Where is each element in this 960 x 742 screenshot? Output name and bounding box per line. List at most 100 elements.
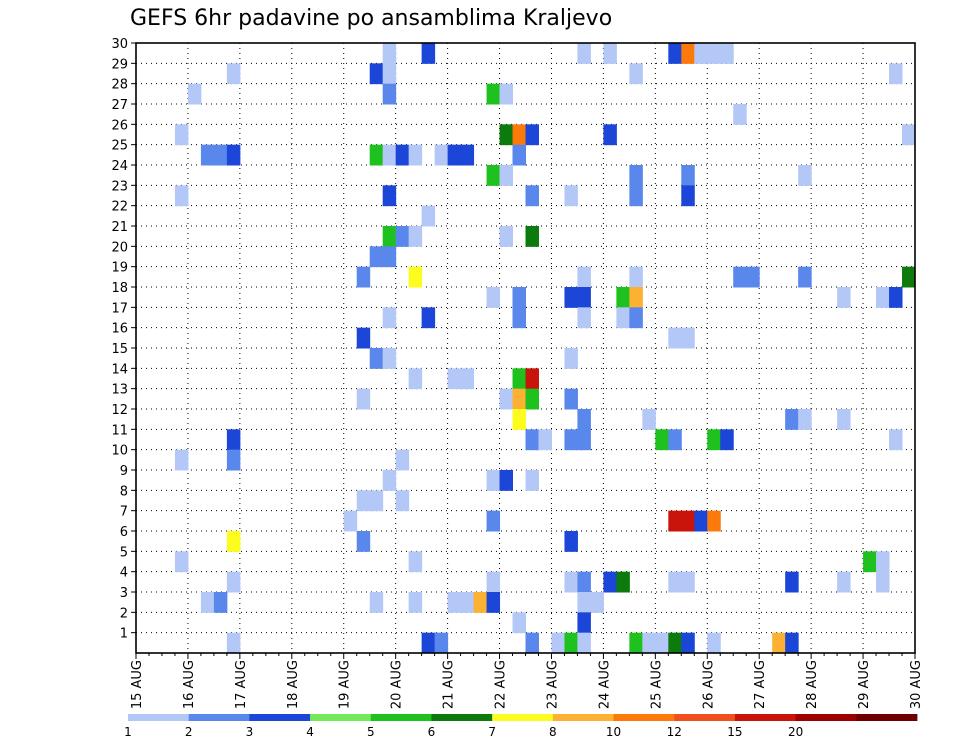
- heatmap-cell: [668, 571, 682, 593]
- heatmap-cell: [551, 632, 565, 654]
- heatmap-cell: [382, 246, 397, 268]
- heatmap-cell: [382, 226, 397, 247]
- y-tick-label: 20: [111, 240, 128, 255]
- heatmap-cell: [694, 510, 708, 532]
- heatmap-cell: [681, 632, 695, 654]
- heatmap-cell: [525, 226, 539, 247]
- heatmap-cell: [694, 43, 708, 64]
- colorbar-label: 1: [124, 725, 132, 739]
- heatmap-cell: [629, 266, 643, 288]
- x-axis-ticks: 15 AUG 16 AUG 17 AUG 18 AUG 19 AUG 20 AUG 21 A…: [130, 653, 924, 709]
- heatmap-cell: [226, 144, 241, 166]
- heatmap-cell: [538, 429, 552, 451]
- heatmap-cell: [226, 429, 241, 451]
- x-tick-label: 27 AUG: [753, 660, 768, 709]
- y-tick-label: 6: [120, 525, 128, 540]
- heatmap-cell: [733, 266, 747, 288]
- colorbar-label: 7: [488, 725, 496, 739]
- heatmap-cell: [720, 43, 734, 64]
- heatmap-cell: [356, 388, 371, 410]
- y-tick-label: 15: [111, 342, 128, 357]
- colorbar-label: 10: [606, 725, 621, 739]
- heatmap-cell: [577, 632, 591, 654]
- heatmap-cell: [382, 185, 397, 207]
- heatmap-cell: [512, 307, 526, 329]
- heatmap-cell: [395, 226, 410, 247]
- heatmap-cell: [720, 429, 734, 451]
- heatmap-cell: [226, 571, 241, 593]
- heatmap-cell: [629, 185, 643, 207]
- heatmap-cell: [616, 307, 630, 329]
- x-tick-label: 23 AUG: [545, 660, 560, 709]
- y-tick-label: 14: [111, 362, 128, 377]
- y-tick-label: 21: [111, 220, 128, 235]
- heatmap-cell: [382, 348, 397, 369]
- heatmap-cell: [486, 287, 501, 308]
- colorbar-segment: [492, 714, 554, 721]
- y-tick-label: 25: [111, 139, 128, 154]
- heatmap-cell: [577, 571, 591, 593]
- heatmap-cell: [421, 307, 436, 329]
- heatmap-cell: [525, 124, 539, 146]
- heatmap-cell: [668, 429, 682, 451]
- heatmap-cell: [226, 632, 241, 654]
- heatmap-cell: [486, 510, 501, 532]
- colorbar: 1 2 3 4 5 6 7 8 10 12 15 20: [124, 714, 918, 739]
- heatmap-cell: [187, 83, 202, 105]
- y-tick-label: 17: [111, 301, 128, 316]
- heatmap-cell: [174, 124, 189, 146]
- heatmap-cell: [356, 531, 371, 552]
- heatmap-cell: [408, 226, 423, 247]
- heatmap-cell: [512, 612, 526, 634]
- colorbar-label: 15: [727, 725, 742, 739]
- heatmap-cell: [577, 43, 591, 64]
- heatmap-cell: [681, 327, 695, 349]
- heatmap-cell: [408, 266, 423, 288]
- colorbar-label: 8: [549, 725, 557, 739]
- y-tick-label: 11: [111, 423, 128, 438]
- heatmap-cell: [629, 287, 643, 308]
- heatmap-cell: [577, 429, 591, 451]
- heatmap-cell: [577, 307, 591, 329]
- heatmap-cell: [707, 43, 721, 64]
- heatmap-cell: [668, 510, 682, 532]
- heatmap-cell: [499, 83, 514, 105]
- colorbar-segment: [613, 714, 675, 721]
- heatmap-cell: [447, 368, 462, 390]
- heatmap-cell: [408, 144, 423, 166]
- heatmap-cell: [681, 165, 695, 186]
- heatmap-cell: [382, 83, 397, 105]
- heatmap-cell: [395, 144, 410, 166]
- y-tick-label: 5: [120, 545, 128, 560]
- x-tick-label: 18 AUG: [286, 660, 301, 709]
- heatmap-cell: [629, 165, 643, 186]
- colorbar-segment: [856, 714, 918, 721]
- heatmap-cell: [681, 43, 695, 64]
- heatmap-cell: [889, 63, 903, 85]
- heatmap-cell: [499, 226, 514, 247]
- colorbar-label: 4: [306, 725, 314, 739]
- heatmap-cell: [863, 551, 877, 573]
- heatmap-cell: [356, 266, 371, 288]
- colorbar-label: 2: [185, 725, 193, 739]
- y-tick-label: 1: [120, 627, 128, 642]
- heatmap-cell: [590, 592, 604, 613]
- x-tick-label: 28 AUG: [805, 660, 820, 709]
- colorbar-segment: [310, 714, 372, 721]
- heatmap-cell: [733, 104, 747, 125]
- heatmap-cell: [564, 388, 578, 410]
- heatmap-cell: [499, 470, 514, 491]
- heatmap-cell: [525, 429, 539, 451]
- heatmap-cell: [642, 409, 656, 430]
- y-tick-label: 12: [111, 403, 128, 418]
- heatmap-cell: [460, 144, 475, 166]
- heatmap-cell: [564, 185, 578, 207]
- heatmap-cell: [707, 510, 721, 532]
- chart-title: GEFS 6hr padavine po ansamblima Kraljevo: [130, 6, 613, 31]
- heatmap-cell: [408, 592, 423, 613]
- colorbar-segment: [795, 714, 857, 721]
- heatmap-cell: [226, 63, 241, 85]
- y-tick-label: 9: [120, 464, 128, 479]
- heatmap-cell: [499, 165, 514, 186]
